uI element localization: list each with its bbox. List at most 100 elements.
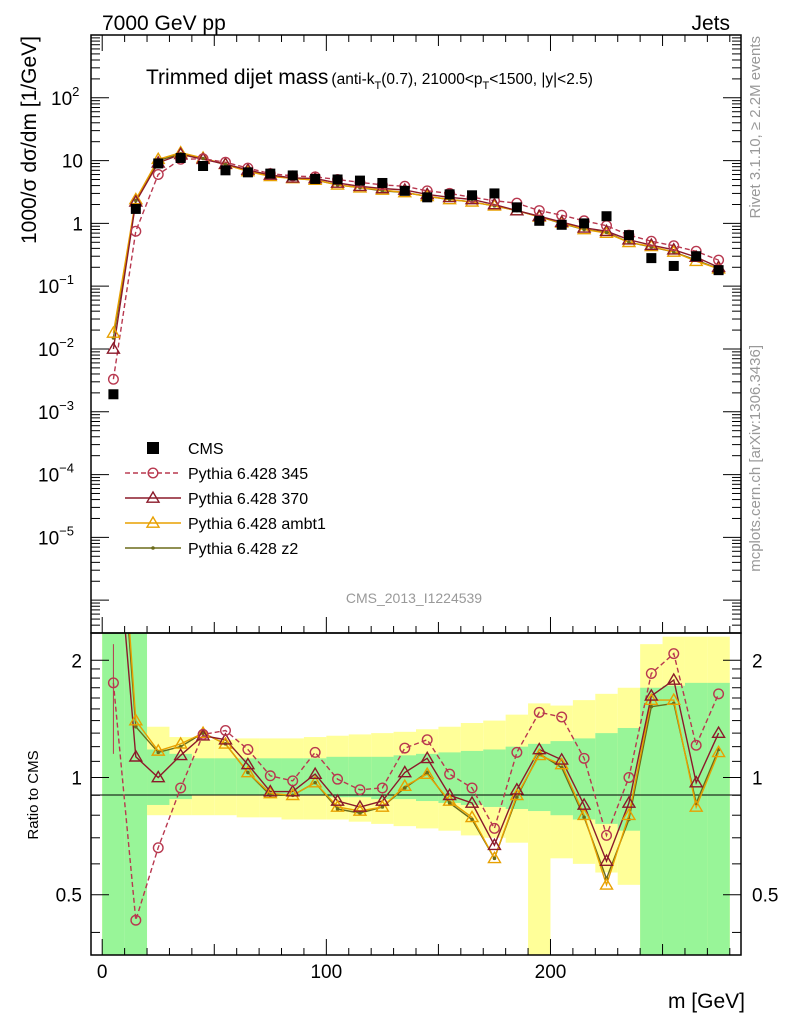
cms-point bbox=[668, 260, 679, 271]
main-point-ambt1 bbox=[666, 244, 681, 257]
cms-point bbox=[556, 219, 567, 230]
x-tick-label: 100 bbox=[310, 962, 342, 983]
y-tick-label-main: 10−4 bbox=[38, 461, 74, 487]
ratio-point-p370 bbox=[464, 795, 480, 808]
ratio-point-p345 bbox=[264, 770, 276, 782]
ratio-point-ambt1 bbox=[263, 786, 278, 799]
ratio-point-ambt1 bbox=[464, 809, 480, 823]
ratio-point-p370 bbox=[576, 797, 592, 810]
y-tick-label-exp: −4 bbox=[59, 461, 74, 476]
cms-point bbox=[265, 168, 276, 179]
ratio-line-ambt1 bbox=[129, 633, 720, 888]
band-inner-bin bbox=[572, 738, 596, 820]
band-inner-bin bbox=[640, 687, 663, 955]
cms-point bbox=[422, 192, 433, 203]
legend-label-z2: Pythia 6.428 z2 bbox=[188, 541, 298, 558]
x-tick-label: 0 bbox=[97, 962, 108, 983]
band-inner-bin bbox=[191, 758, 215, 796]
cms-point bbox=[444, 189, 455, 200]
ratio-point-p345 bbox=[645, 667, 657, 679]
main-line-p345 bbox=[112, 157, 719, 380]
ratio-point-p370 bbox=[419, 750, 435, 764]
ratio-y-axis-label: Ratio to CMS bbox=[25, 750, 42, 839]
cms-point bbox=[713, 265, 724, 276]
y-tick-label-ratio-right: 1 bbox=[752, 768, 763, 789]
band-inner-bin bbox=[326, 756, 349, 798]
main-point-z2 bbox=[604, 230, 609, 235]
main-line-p370 bbox=[112, 153, 719, 350]
cms-point bbox=[220, 165, 231, 176]
y-tick-label-ratio-right: 2 bbox=[752, 651, 763, 672]
ratio-point-ambt1 bbox=[599, 877, 614, 890]
ratio-point-p370 bbox=[151, 770, 166, 783]
main-point-z2 bbox=[627, 240, 631, 245]
ratio-line-p370 bbox=[124, 633, 720, 864]
ratio-line-p345 bbox=[112, 652, 720, 921]
cms-point bbox=[287, 170, 298, 181]
ratio-point-p345 bbox=[690, 739, 702, 751]
cms-point bbox=[130, 203, 141, 214]
ratio-point-z2 bbox=[447, 801, 452, 805]
ratio-point-p345 bbox=[668, 648, 680, 660]
ratio-point-p345 bbox=[623, 771, 635, 783]
y-tick-label-ratio-left: 2 bbox=[71, 651, 82, 672]
plot-title-main: Trimmed dijet mass bbox=[146, 66, 328, 89]
ratio-point-z2 bbox=[134, 724, 138, 729]
ratio-point-p370 bbox=[263, 784, 278, 797]
ratio-point-z2 bbox=[402, 786, 407, 790]
ratio-point-ambt1 bbox=[307, 775, 323, 788]
ratio-point-ambt1 bbox=[151, 743, 166, 756]
ratio-point-ambt1 bbox=[532, 747, 547, 761]
cms-point bbox=[646, 253, 657, 264]
cms-point bbox=[332, 174, 343, 185]
y-tick-label-exp: −5 bbox=[59, 523, 74, 538]
ratio-point-p345 bbox=[601, 829, 613, 841]
x-tick-label: 200 bbox=[535, 962, 567, 983]
plot-title-sub-1: (anti-k bbox=[331, 71, 374, 88]
y-tick-label-base: 10 bbox=[38, 340, 59, 361]
ratio-point-p345 bbox=[376, 782, 388, 794]
main-point-ambt1 bbox=[576, 222, 592, 235]
ratio-point-p345 bbox=[354, 784, 366, 796]
ratio-point-ambt1 bbox=[397, 778, 413, 792]
y-tick-label-main: 1 bbox=[72, 214, 83, 235]
main-series-markers bbox=[106, 145, 726, 385]
axis-ticks bbox=[91, 34, 741, 955]
ratio-point-p370 bbox=[218, 732, 233, 745]
ratio-point-p370 bbox=[240, 757, 256, 770]
side-label-bottom: mcplots.cern.ch [arXiv:1306.3436] bbox=[747, 345, 764, 572]
ratio-point-z2 bbox=[313, 780, 317, 785]
plot-title: Trimmed dijet mass (anti-kT(0.7), 21000<p… bbox=[146, 66, 593, 92]
ratio-point-p370 bbox=[173, 747, 188, 761]
y-tick-label-base: 1 bbox=[72, 214, 83, 235]
ratio-point-p345 bbox=[533, 706, 545, 718]
cms-point bbox=[601, 211, 612, 222]
y-tick-label-base: 10 bbox=[51, 89, 72, 110]
ratio-point-p345 bbox=[399, 742, 411, 754]
ratio-point-p370 bbox=[666, 672, 681, 685]
main-point-ambt1 bbox=[106, 325, 121, 338]
ratio-point-ambt1 bbox=[711, 745, 726, 758]
ratio-point-p370 bbox=[599, 853, 614, 866]
legend-marker-ambt1 bbox=[145, 515, 161, 528]
legend-marker-z2 bbox=[151, 546, 155, 550]
band-inner-bin bbox=[348, 756, 372, 798]
cms-point bbox=[198, 161, 209, 172]
main-point-p345 bbox=[713, 254, 725, 266]
y-tick-label-base: 10 bbox=[38, 277, 59, 298]
y-tick-label-base: 10 bbox=[38, 528, 59, 549]
ratio-point-p345 bbox=[511, 746, 523, 758]
main-point-p345 bbox=[645, 235, 657, 247]
band-inner-bin bbox=[483, 749, 506, 807]
main-point-z2 bbox=[201, 156, 205, 161]
main-point-p370 bbox=[599, 223, 614, 237]
ratio-point-p345 bbox=[309, 746, 321, 758]
ratio-point-p345 bbox=[713, 688, 725, 700]
y-tick-label-main: 10−5 bbox=[38, 523, 74, 549]
ratio-point-p345 bbox=[130, 914, 142, 926]
y-tick-label-base: 10 bbox=[62, 152, 83, 173]
band-inner-bin bbox=[460, 750, 484, 805]
ratio-point-ambt1 bbox=[352, 803, 368, 816]
ratio-point-z2 bbox=[470, 817, 474, 822]
cms-point bbox=[242, 167, 253, 178]
